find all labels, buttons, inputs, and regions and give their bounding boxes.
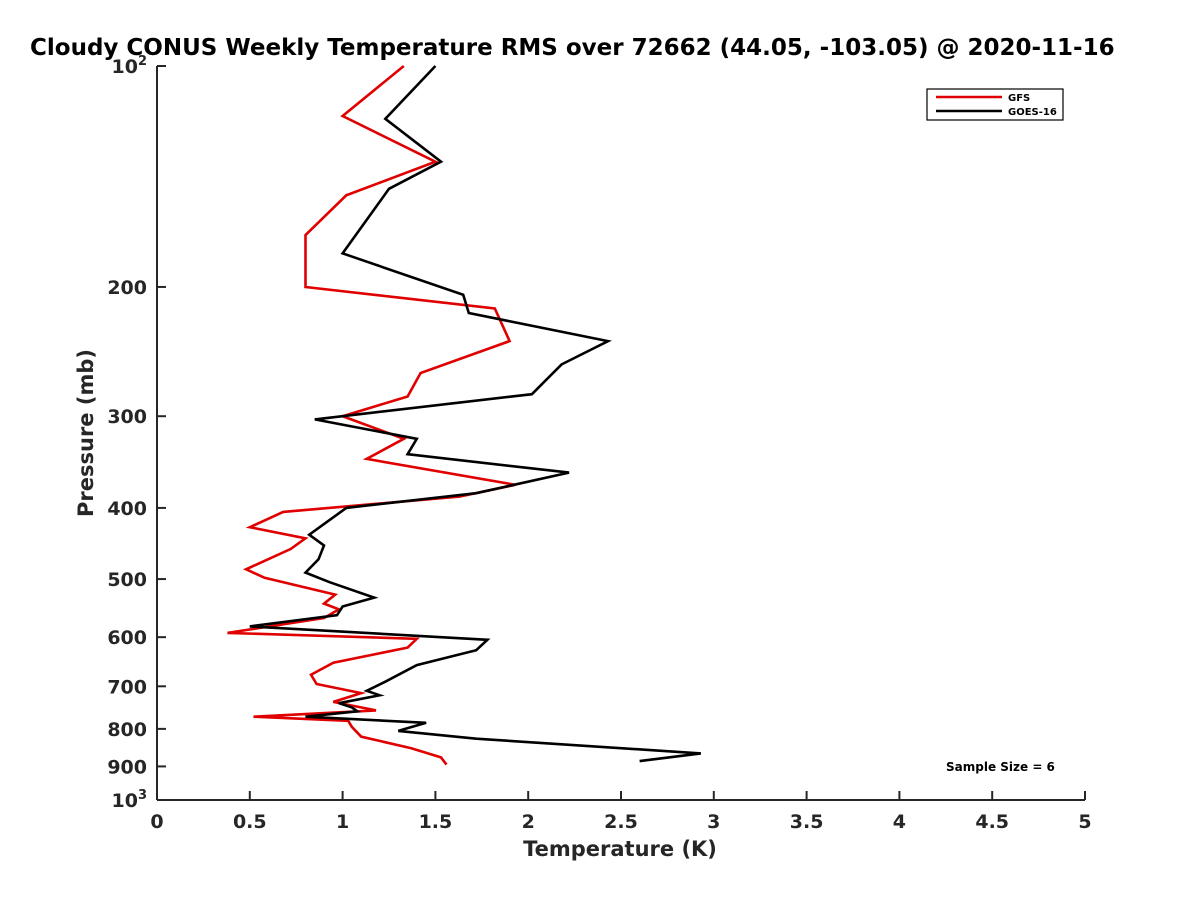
x-tick-label: 2 <box>522 811 535 833</box>
series-line-goes16 <box>249 65 701 763</box>
legend-label-goes16: GOES-16 <box>1008 107 1057 118</box>
axes: 0 0.5 1 1.5 2 2.5 3 3.5 4 4.5 5 102 200 300 400 500 600 7… <box>107 54 1091 833</box>
sample-size-annotation: Sample Size = 6 <box>946 760 1055 774</box>
x-axis-label: Temperature (K) <box>523 837 717 861</box>
plot-lines <box>227 64 701 766</box>
chart-title: Cloudy CONUS Weekly Temperature RMS over… <box>30 35 1115 61</box>
x-tick-label: 3.5 <box>790 811 824 833</box>
x-tick-label: 0.5 <box>233 811 267 833</box>
y-tick-label: 700 <box>107 676 147 698</box>
x-tick-label: 4.5 <box>975 811 1009 833</box>
y-tick-label: 600 <box>107 627 147 649</box>
series-line-gfs <box>227 64 516 766</box>
y-tick-label: 400 <box>107 498 147 520</box>
legend-box <box>926 88 1064 121</box>
x-tick-label: 1 <box>336 811 349 833</box>
y-tick-label: 800 <box>107 719 147 741</box>
x-tick-label: 4 <box>893 811 906 833</box>
legend-label-gfs: GFS <box>1008 93 1030 104</box>
x-tick-label: 5 <box>1078 811 1091 833</box>
x-tick-label: 3 <box>707 811 720 833</box>
y-tick-label: 200 <box>107 277 147 299</box>
y-tick-label: 500 <box>107 569 147 591</box>
y-tick-label: 103 <box>112 788 148 812</box>
y-tick-label: 900 <box>107 756 147 778</box>
y-tick-label: 102 <box>112 54 148 78</box>
x-tick-label: 2.5 <box>604 811 638 833</box>
x-tick-label: 1.5 <box>419 811 453 833</box>
y-tick-label: 300 <box>107 406 147 428</box>
x-tick-label: 0 <box>150 811 163 833</box>
legend: GFS GOES-16 <box>926 88 1064 121</box>
y-axis-label: Pressure (mb) <box>74 349 98 517</box>
